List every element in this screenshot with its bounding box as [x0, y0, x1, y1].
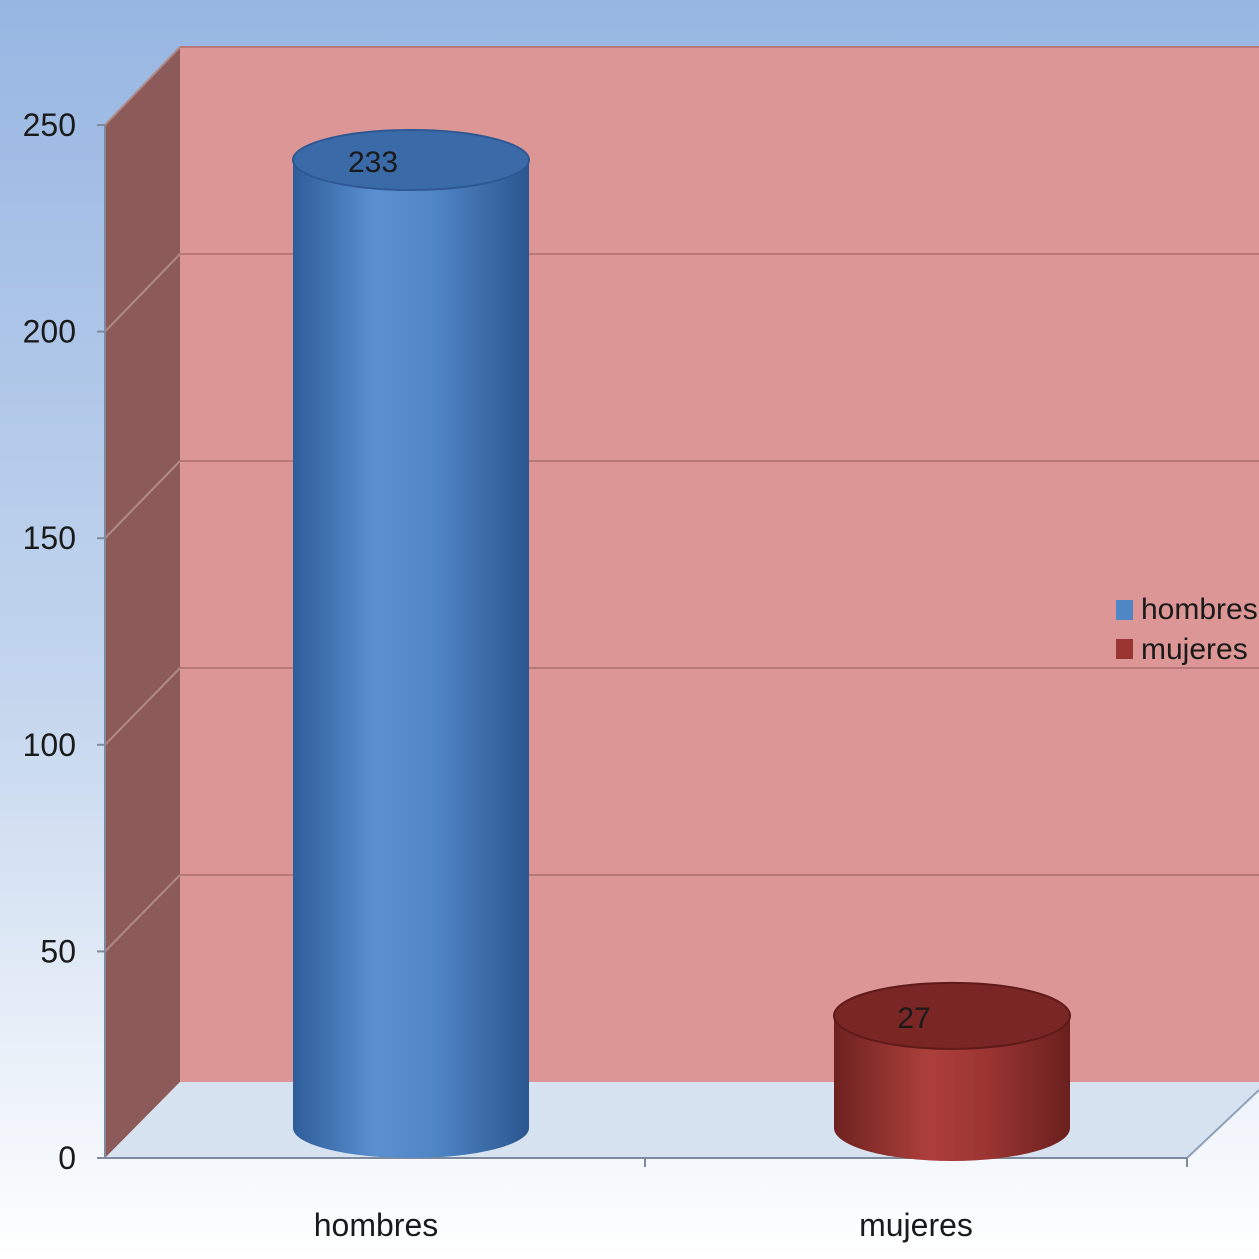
bar-top: [292, 129, 530, 191]
side-gridline-150: [104, 460, 181, 539]
side-gridline-200: [104, 253, 181, 333]
bar-body: [834, 1015, 1070, 1161]
legend-label-mujeres: mujeres: [1141, 633, 1248, 666]
side-gridline-50: [104, 874, 181, 953]
x-category-label: hombres: [314, 1207, 439, 1243]
side-gridline-250: [104, 46, 181, 126]
bars: 233 27: [292, 129, 1071, 1161]
data-label: 27: [897, 1002, 930, 1035]
y-tick-label: 50: [40, 933, 76, 969]
y-tick-label: 200: [23, 314, 76, 350]
bar-body: [293, 160, 529, 1158]
floor-front-edge: [1186, 1089, 1259, 1159]
legend: hombres mujeres: [1116, 593, 1258, 666]
side-gridline-100: [104, 667, 181, 746]
bar-hombres: 233: [292, 129, 530, 1158]
side-wall: [105, 47, 180, 1158]
legend-swatch-hombres: [1116, 600, 1133, 620]
x-category-label: mujeres: [859, 1207, 973, 1243]
floor: [105, 1082, 1259, 1158]
bar-top: [833, 981, 1071, 1050]
y-tick-label: 250: [23, 107, 76, 143]
bar-mujeres: 27: [833, 981, 1071, 1161]
y-tick-label: 0: [58, 1140, 76, 1176]
legend-label-hombres: hombres: [1141, 593, 1258, 626]
y-axis-ticks: 0 50 100 150 200 250: [23, 107, 105, 1176]
y-tick-label: 100: [23, 727, 76, 763]
data-label: 233: [348, 146, 398, 179]
y-tick-label: 150: [23, 520, 76, 556]
x-axis-ticks: hombres mujeres: [314, 1158, 1188, 1243]
legend-swatch-mujeres: [1116, 639, 1133, 659]
